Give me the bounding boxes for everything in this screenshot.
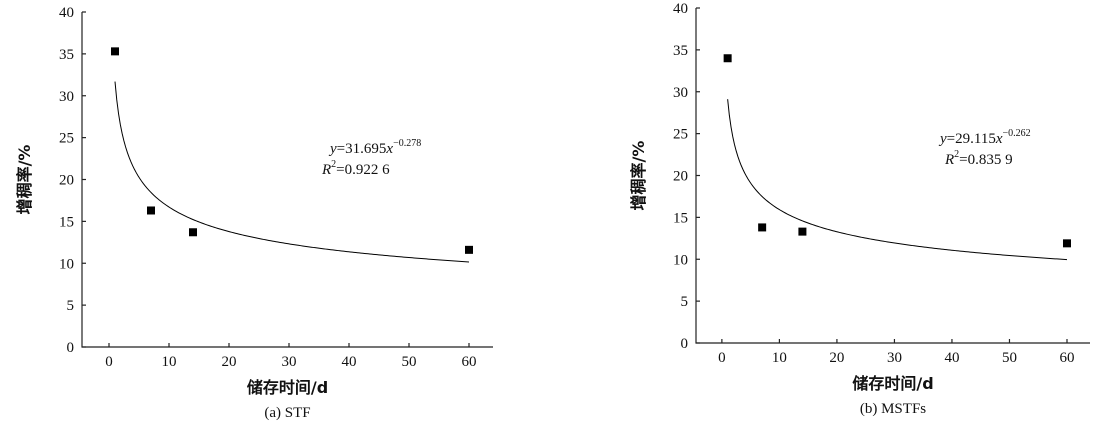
point xyxy=(465,245,473,254)
x-tick-label: 50 xyxy=(402,354,417,370)
x-axis-label: 储存时间/d xyxy=(851,374,933,393)
y-axis-label: 增稠率/% xyxy=(15,145,34,215)
r-squared-part: R xyxy=(944,152,954,168)
y-tick-label: 40 xyxy=(673,1,688,17)
y-tick-label: 25 xyxy=(59,131,74,147)
equation-part: =31.695 xyxy=(337,141,387,157)
r-squared-part: R xyxy=(321,162,331,178)
point xyxy=(147,206,155,215)
y-tick-label: 5 xyxy=(67,298,75,314)
y-tick-label: 10 xyxy=(673,252,688,268)
y-tick-label: 35 xyxy=(673,43,688,59)
r-squared: R2=0.835 9 xyxy=(944,149,1013,168)
r-squared-part: 2 xyxy=(954,149,959,160)
y-tick-label: 0 xyxy=(67,340,75,356)
point xyxy=(798,227,807,236)
x-tick-label: 30 xyxy=(282,354,297,370)
r-squared: R2=0.922 6 xyxy=(321,159,390,178)
y-tick-label: 20 xyxy=(673,169,688,185)
fit-equation: y=29.115x−0.262 xyxy=(938,128,1031,147)
y-tick-label: 5 xyxy=(681,294,689,310)
x-tick-label: 10 xyxy=(772,350,787,366)
equation-part: −0.262 xyxy=(1003,128,1031,139)
point xyxy=(1062,239,1071,248)
x-tick-label: 0 xyxy=(718,350,726,366)
y-axis-label: 增稠率/% xyxy=(629,141,648,211)
y-tick-label: 30 xyxy=(59,89,74,105)
fit-equation: y=31.695x−0.278 xyxy=(328,138,421,157)
point xyxy=(758,223,767,232)
equation-part: x xyxy=(385,141,393,157)
x-tick-label: 20 xyxy=(829,350,844,366)
r-squared-part: =0.922 6 xyxy=(336,162,390,178)
fit-curve xyxy=(114,81,470,263)
x-tick-label: 40 xyxy=(944,350,959,366)
y-tick-label: 30 xyxy=(673,85,688,101)
y-tick-label: 25 xyxy=(673,127,688,143)
equation-part: −0.278 xyxy=(393,138,421,149)
equation-part: y xyxy=(328,141,337,157)
y-tick-label: 15 xyxy=(673,210,688,226)
x-tick-label: 60 xyxy=(1059,350,1074,366)
caption: (b) MSTFs xyxy=(860,401,926,417)
x-tick-label: 30 xyxy=(887,350,902,366)
x-tick-label: 60 xyxy=(462,354,477,370)
equation-part: =29.115 xyxy=(947,131,996,147)
y-tick-label: 20 xyxy=(59,173,74,189)
equation-part: x xyxy=(995,131,1003,147)
x-tick-label: 20 xyxy=(222,354,237,370)
x-axis-label: 储存时间/d xyxy=(246,378,328,397)
y-tick-label: 15 xyxy=(59,214,74,230)
axes xyxy=(695,8,1090,344)
x-tick-label: 50 xyxy=(1002,350,1017,366)
x-tick-label: 0 xyxy=(105,354,113,370)
point xyxy=(111,47,119,56)
equation-part: y xyxy=(938,131,947,147)
r-squared-part: 2 xyxy=(331,159,336,170)
chart: 0 5 10 15 20 25 30 35 40 0 10 20 30 40 50 60 储存时间/d (b) M… xyxy=(629,1,1090,417)
chart: 0 5 10 15 20 25 30 35 40 0 10 20 30 40 50 60 储存时间/d (a) S… xyxy=(15,5,493,421)
point xyxy=(189,228,197,237)
axes xyxy=(81,12,493,348)
y-tick-label: 10 xyxy=(59,256,74,272)
y-tick-label: 0 xyxy=(681,336,689,352)
y-tick-label: 40 xyxy=(59,5,74,21)
fit-curve xyxy=(727,99,1068,261)
caption: (a) STF xyxy=(264,405,310,421)
point xyxy=(723,54,732,63)
x-tick-label: 40 xyxy=(342,354,357,370)
r-squared-part: =0.835 9 xyxy=(959,152,1012,168)
x-tick-label: 10 xyxy=(162,354,177,370)
y-tick-label: 35 xyxy=(59,47,74,63)
